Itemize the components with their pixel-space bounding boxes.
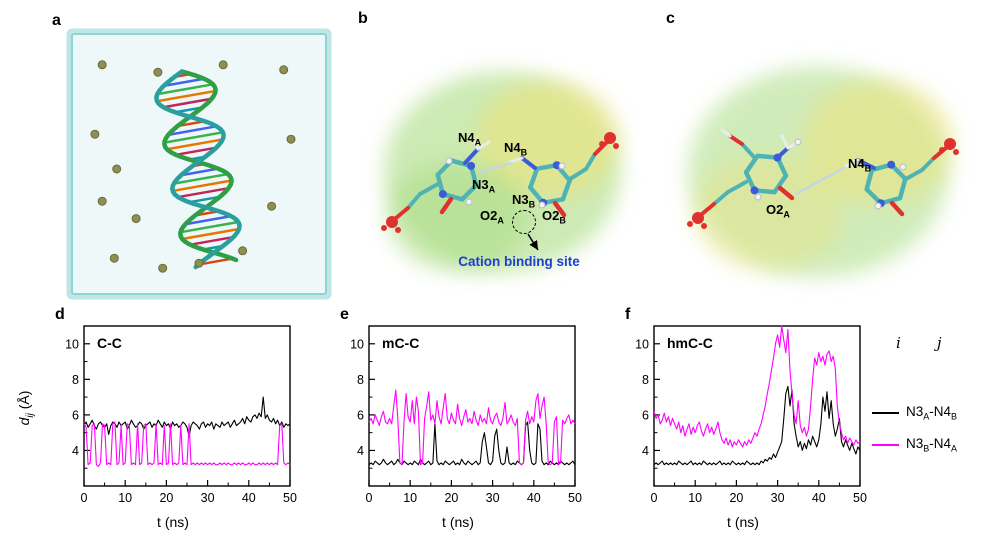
svg-text:0: 0 xyxy=(651,491,658,505)
label-c-o2a: O2A xyxy=(766,202,790,220)
chart-svg-e: 4 6 8 10 0 10 20 30 40 50 mC-C xyxy=(350,325,582,505)
svg-text:20: 20 xyxy=(159,491,173,505)
chart-f: 4 6 8 10 0 10 20 30 40 50 hmC-C xyxy=(618,320,868,512)
svg-text:50: 50 xyxy=(283,491,297,505)
basepair-render-b xyxy=(381,72,620,272)
svg-text:20: 20 xyxy=(729,491,743,505)
panel-b-basepair: N4A N4B N3A N3B O2A O2B Cation binding s… xyxy=(352,22,658,308)
legend-label-black: N3A-N4B xyxy=(906,404,958,422)
label-n4a: N4A xyxy=(458,130,482,148)
svg-text:30: 30 xyxy=(201,491,215,505)
chart-svg-d: 4 6 8 10 0 10 20 30 40 50 C-C xyxy=(65,325,297,505)
svg-text:30: 30 xyxy=(771,491,785,505)
svg-text:hmC-C: hmC-C xyxy=(667,335,713,351)
ylabel: dij (Å) xyxy=(16,390,36,426)
label-o2a: O2A xyxy=(480,208,504,226)
legend-header: i j xyxy=(896,334,941,352)
label-o2b: O2B xyxy=(542,208,566,226)
svg-text:6: 6 xyxy=(72,408,79,422)
svg-text:10: 10 xyxy=(635,337,649,351)
svg-text:20: 20 xyxy=(444,491,458,505)
svg-text:8: 8 xyxy=(72,373,79,387)
svg-text:50: 50 xyxy=(853,491,867,505)
panel-letter-d: d xyxy=(55,306,65,323)
svg-text:10: 10 xyxy=(65,337,79,351)
svg-text:40: 40 xyxy=(242,491,256,505)
panel-letter-e: e xyxy=(340,306,349,323)
chart-e: 4 6 8 10 0 10 20 30 40 50 mC-C xyxy=(333,320,583,512)
svg-text:0: 0 xyxy=(81,491,88,505)
svg-text:6: 6 xyxy=(642,408,649,422)
cation-binding-site-circle xyxy=(512,210,536,234)
label-n3b: N3B xyxy=(512,192,536,210)
panel-a-simulation-box xyxy=(66,28,332,300)
basepair-render-c xyxy=(687,67,959,277)
legend-item-magenta: N3B-N4A xyxy=(872,436,957,454)
xlabel-e: t (ns) xyxy=(442,514,474,530)
svg-text:10: 10 xyxy=(403,491,417,505)
svg-text:50: 50 xyxy=(568,491,582,505)
panel-letter-b: b xyxy=(358,10,368,27)
chart-svg-f: 4 6 8 10 0 10 20 30 40 50 hmC-C xyxy=(635,325,867,505)
svg-text:40: 40 xyxy=(527,491,541,505)
svg-text:4: 4 xyxy=(357,444,364,458)
svg-text:0: 0 xyxy=(366,491,373,505)
chart-d: 4 6 8 10 0 10 20 30 40 50 C-C xyxy=(48,320,298,512)
svg-text:4: 4 xyxy=(72,444,79,458)
legend-item-black: N3A-N4B xyxy=(872,404,957,422)
legend-header-j: j xyxy=(936,334,942,352)
svg-text:10: 10 xyxy=(350,337,364,351)
panel-letter-a: a xyxy=(52,12,61,29)
cation-annotation: Cation binding site xyxy=(458,254,580,269)
legend-line-magenta xyxy=(872,443,899,447)
panel-c-basepair: N4B O2A xyxy=(648,22,993,308)
dna-water-box-render xyxy=(66,28,332,300)
xlabel-d: t (ns) xyxy=(157,514,189,530)
label-c-n4b: N4B xyxy=(848,156,872,174)
legend: i j N3A-N4B N3B-N4A xyxy=(872,328,992,468)
svg-text:8: 8 xyxy=(642,373,649,387)
legend-header-i: i xyxy=(896,334,901,352)
panel-letter-f: f xyxy=(625,306,631,323)
panel-letter-c: c xyxy=(666,10,675,27)
label-n3a: N3A xyxy=(472,177,496,195)
svg-text:10: 10 xyxy=(118,491,132,505)
legend-label-magenta: N3B-N4A xyxy=(906,436,958,454)
svg-text:6: 6 xyxy=(357,408,364,422)
svg-text:10: 10 xyxy=(688,491,702,505)
svg-text:30: 30 xyxy=(486,491,500,505)
legend-line-black xyxy=(872,411,899,415)
svg-text:40: 40 xyxy=(812,491,826,505)
xlabel-f: t (ns) xyxy=(727,514,759,530)
label-n4b: N4B xyxy=(504,140,528,158)
svg-text:4: 4 xyxy=(642,444,649,458)
svg-text:8: 8 xyxy=(357,373,364,387)
svg-text:C-C: C-C xyxy=(97,335,122,351)
svg-text:mC-C: mC-C xyxy=(382,335,419,351)
